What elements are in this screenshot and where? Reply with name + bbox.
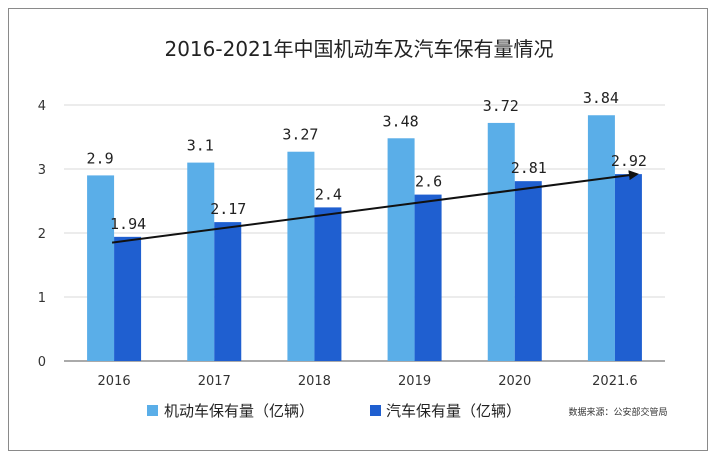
data-labels: 2.9 1.94 3.1 2.17 3.27 2.4 3.48 2.6 3.72 2.81 3.84… — [87, 89, 647, 233]
bar-motor-vehicles-2016 — [87, 175, 115, 361]
x-tick-label: 2016 — [98, 374, 131, 389]
data-label-cars-2016: 1.94 — [110, 215, 146, 233]
data-label-cars-2020: 2.81 — [511, 159, 547, 177]
legend-label-motor-vehicles: 机动车保有量（亿辆） — [164, 402, 314, 420]
bars — [87, 115, 642, 362]
y-tick-label: 0 — [38, 355, 46, 370]
bar-cars-2020 — [514, 181, 542, 361]
legend-label-cars: 汽车保有量（亿辆） — [386, 402, 521, 420]
data-label-cars-2021.6: 2.92 — [611, 152, 647, 170]
y-tick-label: 3 — [38, 163, 46, 178]
trend-arrow — [111, 170, 639, 244]
chart-title: 2016-2021年中国机动车及汽车保有量情况 — [164, 37, 553, 61]
bar-cars-2019 — [414, 194, 442, 361]
y-tick-label: 4 — [38, 99, 46, 114]
data-label-motor-vehicles-2016: 2.9 — [87, 149, 114, 167]
bar-cars-2016 — [114, 236, 142, 361]
data-label-motor-vehicles-2020: 3.72 — [483, 97, 519, 115]
x-axis-ticks: 2016 2017 2018 2019 2020 2021.6 — [98, 374, 638, 389]
x-tick-label: 2017 — [198, 374, 231, 389]
x-tick-label: 2018 — [298, 374, 331, 389]
bar-motor-vehicles-2019 — [387, 138, 415, 361]
data-label-cars-2017: 2.17 — [210, 200, 246, 218]
data-label-motor-vehicles-2018: 3.27 — [282, 126, 318, 144]
bar-cars-2021.6 — [614, 174, 642, 361]
source-note: 数据来源：公安部交管局 — [568, 406, 667, 418]
x-tick-label: 2021.6 — [592, 374, 638, 389]
y-tick-label: 1 — [38, 291, 46, 306]
data-label-cars-2019: 2.6 — [415, 173, 442, 191]
legend: 机动车保有量（亿辆） 汽车保有量（亿辆） — [147, 402, 521, 420]
bar-cars-2018 — [314, 207, 342, 361]
legend-swatch-motor-vehicles — [147, 405, 158, 416]
y-tick-label: 2 — [38, 227, 46, 242]
y-axis-ticks: 0 1 2 3 4 — [38, 99, 46, 370]
gridlines — [64, 104, 665, 362]
legend-swatch-cars — [370, 405, 381, 416]
bar-motor-vehicles-2017 — [187, 162, 215, 361]
bar-motor-vehicles-2021.6 — [587, 115, 615, 362]
data-label-motor-vehicles-2017: 3.1 — [187, 137, 214, 155]
x-tick-label: 2020 — [498, 374, 531, 389]
data-label-cars-2018: 2.4 — [315, 185, 342, 203]
bar-motor-vehicles-2018 — [287, 151, 315, 361]
bar-motor-vehicles-2020 — [487, 122, 515, 361]
data-label-motor-vehicles-2021.6: 3.84 — [583, 89, 619, 107]
x-tick-label: 2019 — [398, 374, 431, 389]
bar-cars-2017 — [214, 222, 242, 361]
data-label-motor-vehicles-2019: 3.48 — [383, 112, 419, 130]
